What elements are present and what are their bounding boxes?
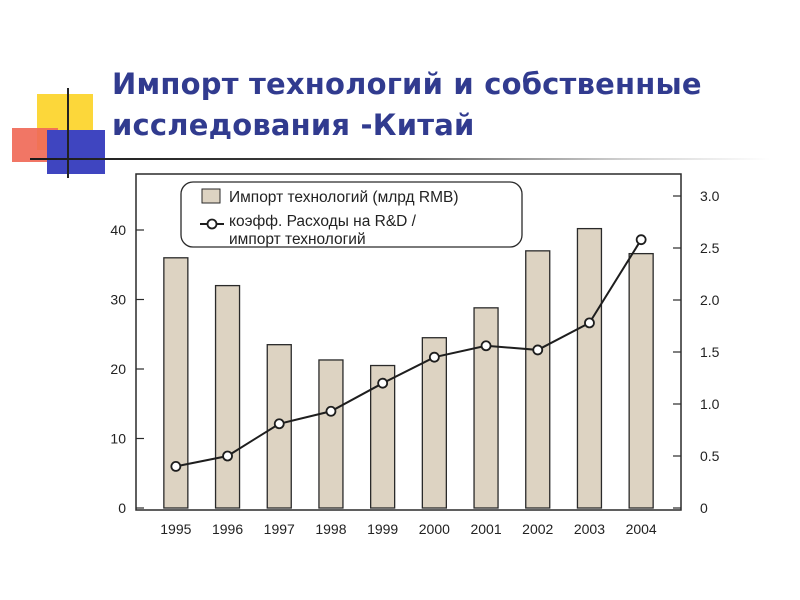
x-tick-label-1999: 1999	[367, 521, 398, 537]
x-tick-label-2002: 2002	[522, 521, 553, 537]
legend: Импорт технологий (млрд RMB) коэфф. Расх…	[180, 181, 523, 248]
x-tick-label-2004: 2004	[626, 521, 657, 537]
x-tick-label-2003: 2003	[574, 521, 605, 537]
ratio-point-1999	[377, 377, 389, 389]
ratio-point-2002	[532, 344, 544, 356]
legend-box	[180, 181, 523, 248]
legend-line-label-2: импорт технологий	[229, 231, 366, 248]
slide-title: Импорт технологий и собственные исследов…	[112, 64, 702, 146]
legend-bar-swatch	[201, 188, 221, 204]
ratio-point-1996	[222, 450, 233, 462]
left-tick-label: 30	[110, 292, 126, 308]
right-axis: 0 0.5 1.0 1.5 2.0 2.5 3.0	[673, 188, 720, 516]
bar-1998	[318, 359, 344, 509]
x-tick-label-1998: 1998	[315, 521, 346, 537]
bar-1999	[369, 364, 396, 509]
title-divider-line	[30, 158, 770, 160]
right-tick-label: 2.0	[700, 292, 720, 308]
ratio-point-1995	[170, 460, 182, 472]
left-tick-label: 40	[110, 222, 126, 238]
ratio-point-1997	[273, 418, 285, 430]
ratio-point-2003	[584, 317, 595, 329]
ratio-point-1998	[325, 405, 337, 417]
legend-line-label-1: коэфф. Расходы на R&D /	[229, 213, 417, 230]
left-tick-label: 10	[110, 431, 126, 447]
right-tick-label: 1.0	[700, 396, 720, 412]
decor-vertical-line	[67, 88, 69, 178]
ratio-point-2004	[635, 234, 647, 246]
x-axis: 1995 1996 1997 1998 1999 2000 2001 2002 2003 2004	[160, 521, 657, 537]
right-tick-label: 1.5	[700, 344, 720, 360]
legend-line-marker	[206, 218, 218, 230]
right-tick-label: 2.5	[700, 240, 720, 256]
bar-2003	[576, 227, 603, 509]
decor-square-blue	[47, 130, 105, 174]
legend-bar-label: Импорт технологий (млрд RMB)	[229, 189, 459, 206]
right-tick-label: 3.0	[700, 188, 720, 204]
slide-title-line-1: Импорт технологий и собственные	[112, 67, 702, 101]
x-tick-label-1995: 1995	[160, 521, 191, 537]
left-axis: 0 10 20 30 40	[110, 222, 144, 516]
right-tick-label: 0	[700, 500, 708, 516]
right-tick-label: 0.5	[700, 448, 720, 464]
ratio-line	[175, 239, 642, 468]
ratio-point-2001	[480, 340, 492, 352]
left-tick-label: 0	[118, 500, 126, 516]
x-tick-label-1997: 1997	[264, 521, 295, 537]
left-tick-label: 20	[110, 361, 126, 377]
x-tick-label-2001: 2001	[470, 521, 501, 537]
bar-2001	[473, 307, 499, 509]
ratio-point-2000	[428, 351, 440, 363]
slide-title-line-2: исследования -Китай	[112, 108, 475, 142]
x-tick-label-2000: 2000	[419, 521, 450, 537]
line-layer	[170, 234, 647, 472]
bar-2002	[525, 250, 551, 509]
bar-1996	[214, 284, 241, 509]
x-tick-label-1996: 1996	[212, 521, 243, 537]
bar-2004	[628, 252, 654, 509]
bar-2000	[421, 337, 448, 509]
